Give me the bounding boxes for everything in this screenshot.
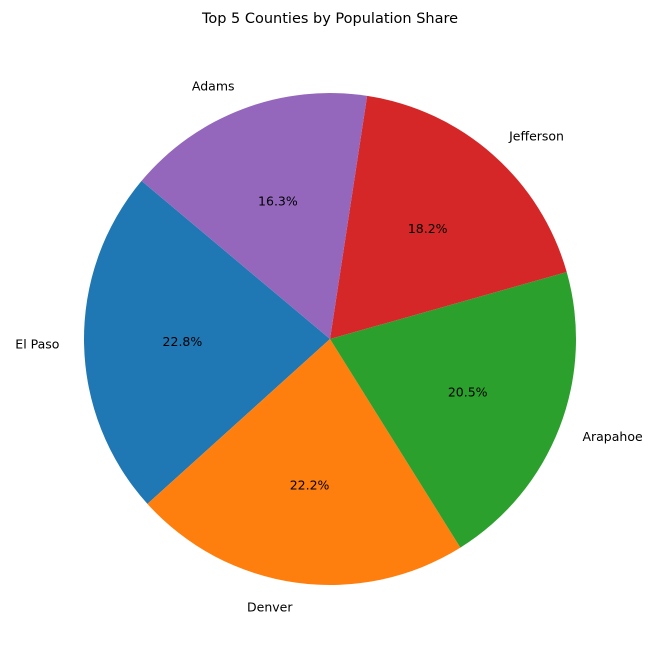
pct-label-arapahoe: 20.5% (448, 385, 488, 400)
slice-labels: El Paso Denver Arapahoe Jefferson Adams (15, 78, 643, 614)
percentage-labels: 22.8% 22.2% 20.5% 18.2% 16.3% (163, 193, 488, 492)
slice-label-arapahoe: Arapahoe (582, 429, 643, 444)
pct-label-el-paso: 22.8% (163, 334, 203, 349)
pie-slice-adams (141, 93, 368, 340)
pct-label-jefferson: 18.2% (408, 221, 448, 236)
chart-title: Top 5 Counties by Population Share (201, 11, 458, 27)
pie-slices (83, 93, 577, 585)
pie-slice-jefferson (330, 95, 567, 339)
pie-slice-el-paso (83, 180, 330, 504)
slice-label-jefferson: Jefferson (508, 129, 564, 144)
pct-label-adams: 16.3% (258, 193, 298, 208)
slice-label-adams: Adams (192, 78, 235, 93)
pie-slice-arapahoe (330, 272, 577, 548)
slice-label-denver: Denver (247, 599, 293, 614)
slice-label-el-paso: El Paso (15, 336, 59, 351)
pct-label-denver: 22.2% (290, 478, 330, 493)
pie-slice-denver (147, 339, 461, 585)
